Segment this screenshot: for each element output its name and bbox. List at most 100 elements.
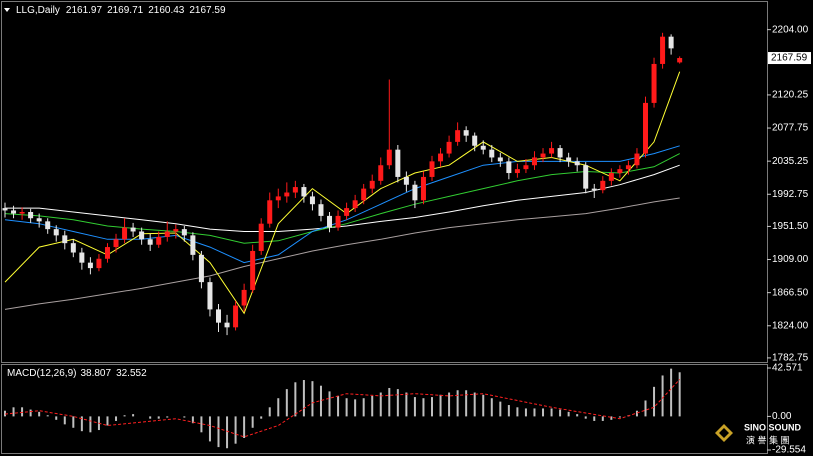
candle-body bbox=[378, 165, 384, 181]
candle-body bbox=[198, 254, 204, 283]
plot-area: 2204.00 2120.25 2077.75 2035.25 1992.75 1951.… bbox=[2, 24, 811, 456]
candle-body bbox=[497, 157, 503, 162]
candle-body bbox=[625, 165, 631, 170]
candle-body bbox=[2, 208, 8, 211]
price-label-box bbox=[768, 52, 811, 65]
candle-body bbox=[455, 130, 461, 142]
signal-line bbox=[4, 379, 681, 438]
candle-body bbox=[677, 58, 683, 63]
y-tick-label: 1866.50 bbox=[772, 287, 809, 298]
close-value: 2167.59 bbox=[189, 5, 226, 16]
candle-body bbox=[62, 235, 68, 244]
y-tick-label: 2120.25 bbox=[772, 90, 809, 101]
candle-body bbox=[566, 157, 572, 162]
price-panel bbox=[1, 1, 768, 363]
candle-body bbox=[395, 149, 401, 177]
candle-body bbox=[79, 252, 85, 263]
candle-body bbox=[267, 200, 273, 224]
high-value: 2169.71 bbox=[107, 5, 144, 16]
candle-body bbox=[472, 135, 478, 146]
moving-average bbox=[4, 153, 680, 244]
candle-body bbox=[275, 196, 281, 201]
candle-body bbox=[549, 148, 555, 154]
chart-header: LLG,Daily 2161.97 2169.71 2160.43 2167.59 bbox=[16, 5, 226, 16]
candle-body bbox=[122, 227, 128, 240]
candle-body bbox=[335, 215, 341, 228]
candle-body bbox=[250, 250, 256, 290]
y-tick-label: 2077.75 bbox=[772, 123, 809, 134]
logo-name: SINO SOUND bbox=[744, 422, 802, 432]
low-value: 2160.43 bbox=[148, 5, 185, 16]
y-tick-label: 1951.50 bbox=[772, 221, 809, 232]
candle-body bbox=[446, 141, 452, 154]
candle-body bbox=[173, 229, 179, 232]
candle-body bbox=[53, 229, 59, 236]
candle-body bbox=[216, 309, 221, 323]
candle-body bbox=[660, 36, 666, 64]
candle-body bbox=[420, 176, 426, 201]
logo-subtitle: 演 譽 集 團 bbox=[746, 434, 790, 445]
candle-body bbox=[233, 305, 239, 328]
price-label: 2167.59 bbox=[771, 53, 808, 64]
candle-body bbox=[412, 184, 418, 201]
candle-body bbox=[301, 187, 307, 197]
candle-body bbox=[634, 153, 640, 166]
candle-body bbox=[70, 243, 76, 253]
candle-body bbox=[523, 165, 529, 170]
moving-average bbox=[4, 145, 680, 264]
candle-body bbox=[11, 210, 17, 214]
candle-body bbox=[540, 153, 546, 158]
open-value: 2161.97 bbox=[66, 5, 103, 16]
candle-body bbox=[361, 188, 367, 201]
candle-body bbox=[557, 148, 563, 158]
candle-body bbox=[104, 247, 110, 259]
candle-body bbox=[600, 180, 606, 191]
macd-value: 38.807 bbox=[80, 368, 111, 379]
y-tick-label: 2204.00 bbox=[772, 24, 809, 35]
candle-body bbox=[292, 187, 298, 193]
signal-value: 32.552 bbox=[116, 368, 147, 379]
candle-body bbox=[224, 322, 230, 328]
y-tick-label: 1782.75 bbox=[772, 353, 809, 364]
y-tick-label: 1824.00 bbox=[772, 320, 809, 331]
logo-mark-inner bbox=[719, 428, 729, 438]
candle-body bbox=[96, 258, 102, 269]
candle-body bbox=[181, 229, 187, 236]
candle-body bbox=[369, 180, 375, 189]
y-tick-label: 2035.25 bbox=[772, 156, 809, 167]
candle-body bbox=[463, 130, 469, 136]
candle-body bbox=[36, 218, 42, 222]
candle-body bbox=[207, 282, 213, 310]
candle-body bbox=[352, 200, 358, 209]
candle-body bbox=[139, 231, 145, 240]
candle-body bbox=[241, 289, 247, 306]
y-tick-label: 1992.75 bbox=[772, 189, 809, 200]
candle-body bbox=[668, 36, 674, 49]
macd-title: MACD(12,26,9) bbox=[7, 368, 76, 379]
y-tick-label: -29.554 bbox=[772, 445, 806, 456]
candle-body bbox=[617, 169, 623, 174]
macd-header: MACD(12,26,9) 38.807 32.552 bbox=[7, 368, 147, 379]
y-tick-label: 0.00 bbox=[772, 411, 792, 422]
macd-panel bbox=[1, 364, 768, 454]
candle-body bbox=[327, 215, 333, 228]
candle-body bbox=[643, 102, 648, 154]
candle-body bbox=[386, 149, 392, 166]
moving-average bbox=[5, 164, 680, 232]
candle-body bbox=[164, 231, 170, 237]
candle-body bbox=[403, 176, 409, 185]
candle-body bbox=[514, 169, 520, 174]
candle-body bbox=[574, 161, 580, 166]
candle-body bbox=[147, 239, 153, 245]
candle-body bbox=[87, 262, 93, 269]
candle-body bbox=[45, 221, 51, 230]
candle-body bbox=[344, 208, 350, 216]
candle-body bbox=[591, 188, 597, 191]
candle-body bbox=[28, 212, 34, 219]
candle-body bbox=[480, 145, 486, 150]
candle-body bbox=[429, 161, 435, 177]
candle-body bbox=[489, 149, 495, 158]
candle-body bbox=[608, 173, 614, 181]
